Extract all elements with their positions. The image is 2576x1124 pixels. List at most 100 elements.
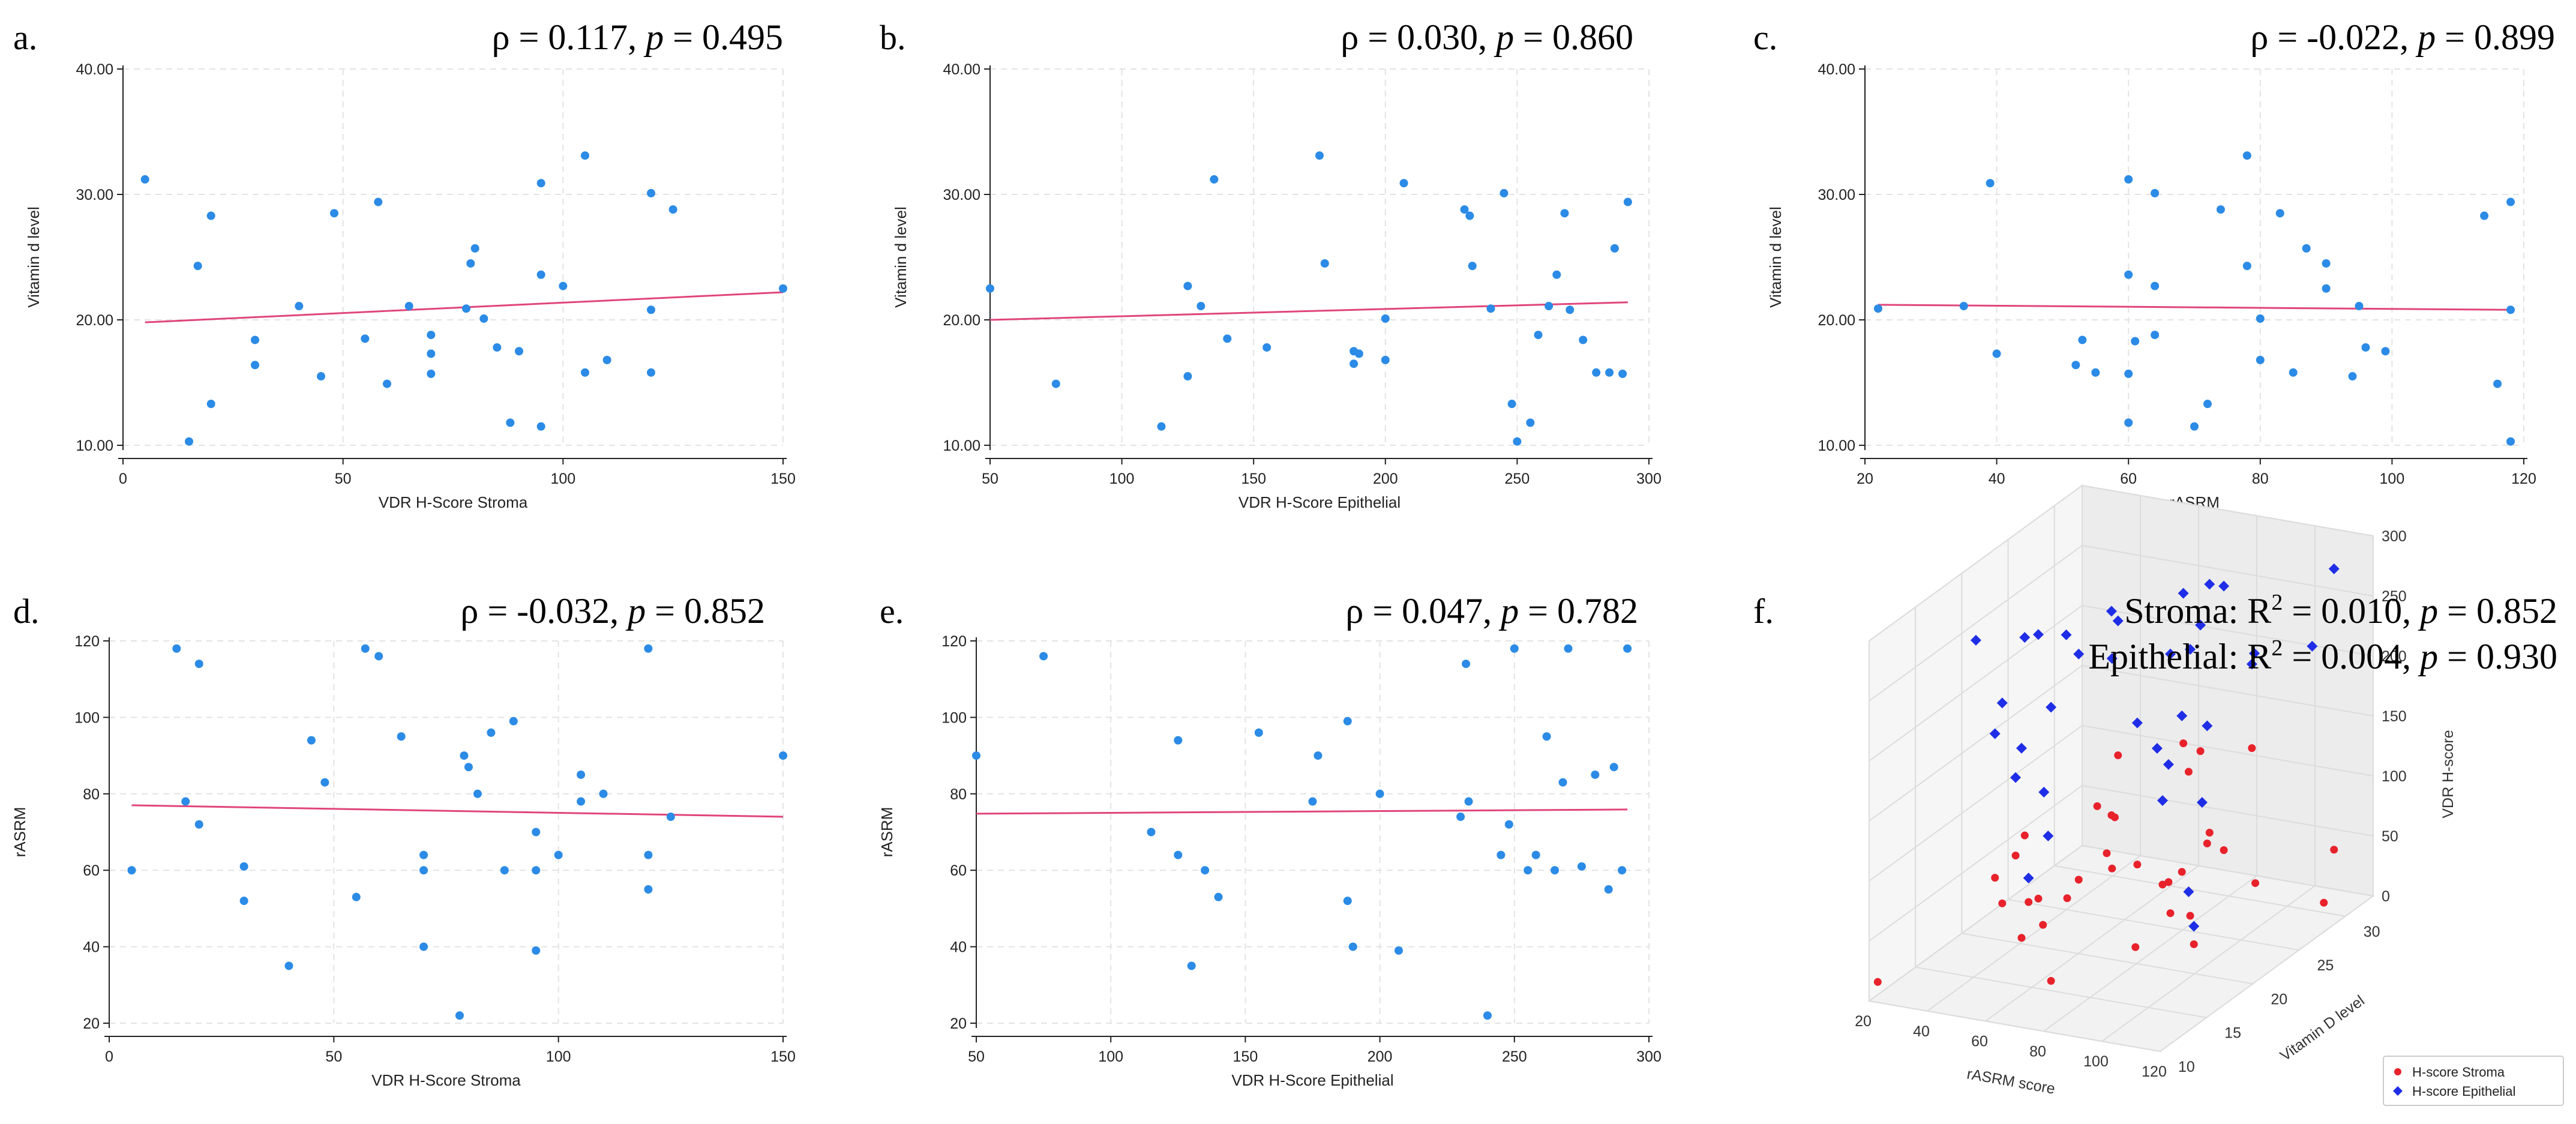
data-point — [1187, 961, 1196, 970]
stroma-point — [2196, 747, 2205, 756]
data-point — [194, 660, 203, 669]
y-tick-label: 20.00 — [943, 312, 980, 329]
data-point — [1873, 304, 1882, 313]
data-point — [1051, 379, 1060, 388]
epithelial-point — [2185, 644, 2196, 655]
data-point — [602, 355, 611, 364]
x-tick-label: 80 — [2252, 470, 2269, 487]
epithelial-point — [2023, 873, 2034, 884]
y-axis-title: Vitamin d level — [25, 206, 43, 308]
data-point — [1468, 262, 1477, 271]
rho-value: 0.030 — [1397, 17, 1478, 57]
data-point — [1460, 205, 1469, 214]
data-point — [536, 422, 545, 431]
correlation-annotation: ρ = 0.117, p = 0.495 — [492, 17, 783, 57]
data-point — [194, 820, 203, 829]
data-point — [644, 885, 653, 894]
data-point — [1604, 885, 1613, 894]
data-point — [2355, 302, 2364, 311]
y-tick-label: 25 — [2317, 957, 2334, 974]
epithelial-point — [2106, 653, 2118, 664]
data-point — [2190, 422, 2199, 431]
x-tick-label: 40 — [1989, 470, 2005, 487]
legend: H-score Stroma H-score Epithelial — [2383, 1056, 2564, 1106]
data-point — [1507, 400, 1516, 409]
data-point — [1564, 644, 1573, 653]
panel-label-e: e. — [880, 592, 904, 631]
stroma-point — [2020, 831, 2029, 840]
data-point — [1375, 789, 1384, 798]
data-point — [536, 179, 545, 188]
data-point — [1320, 259, 1329, 268]
x-tick-label: 40 — [1913, 1023, 1930, 1040]
y-tick-label: 60 — [950, 862, 967, 879]
z-tick-label: 300 — [2382, 528, 2407, 545]
data-point — [1483, 1011, 1492, 1020]
epithelial-point — [2016, 742, 2027, 754]
data-point — [1254, 728, 1263, 737]
data-point — [1174, 850, 1183, 859]
x-tick-label: 120 — [2142, 1063, 2167, 1080]
p-value: 0.930 — [2476, 637, 2557, 676]
data-point — [1214, 892, 1223, 901]
data-point — [140, 175, 149, 184]
r2-value: 0.004 — [2321, 637, 2402, 676]
data-point — [559, 281, 568, 290]
data-point — [284, 961, 293, 970]
epithelial-point — [2112, 615, 2124, 627]
y-tick-label: 10 — [2178, 1059, 2195, 1075]
data-point — [383, 379, 391, 388]
data-point — [1558, 778, 1567, 787]
r2-value: 0.010 — [2321, 591, 2402, 631]
epithelial-point — [2061, 629, 2072, 640]
epithelial-point — [2178, 588, 2189, 599]
x-tick-label: 150 — [1241, 470, 1266, 487]
data-point — [1183, 281, 1192, 290]
x-axis-title: VDR H-Score Stroma — [379, 493, 528, 511]
stroma-point — [1998, 899, 2007, 907]
z-tick-label: 150 — [2382, 708, 2407, 725]
data-point — [1350, 359, 1359, 368]
legend-marker-stroma — [2394, 1068, 2401, 1075]
data-point — [2256, 314, 2265, 323]
z-tick-label: 100 — [2382, 768, 2407, 785]
data-point — [1381, 314, 1390, 323]
y-tick-label: 30.00 — [943, 187, 980, 203]
data-point — [1348, 942, 1357, 951]
data-point — [1610, 244, 1619, 253]
legend-entry: H-score Epithelial — [2412, 1084, 2515, 1099]
epithelial-point — [2248, 648, 2260, 659]
data-point — [1201, 866, 1210, 875]
data-point — [581, 151, 589, 160]
y-axis-title: Vitamin d level — [892, 206, 910, 308]
data-point — [1465, 211, 1474, 220]
stroma-point — [2190, 940, 2198, 948]
stroma-point — [2039, 921, 2047, 929]
stroma-point — [2220, 846, 2228, 855]
data-point — [251, 335, 259, 344]
x-tick-label: 250 — [1505, 470, 1530, 487]
z-gridline — [1869, 604, 2374, 762]
y-tick-label: 120 — [74, 633, 100, 650]
rho-value: -0.022 — [2307, 17, 2400, 57]
stroma-point — [2248, 744, 2256, 753]
stroma-point — [2251, 879, 2260, 888]
data-point — [1157, 422, 1166, 431]
data-point — [404, 302, 413, 311]
data-point — [1183, 372, 1192, 381]
data-point — [532, 828, 541, 837]
data-point — [2361, 343, 2370, 352]
data-point — [1524, 866, 1533, 875]
data-point — [647, 368, 655, 377]
data-point — [2091, 368, 2100, 377]
data-point — [2322, 259, 2331, 268]
epithelial-point — [2307, 640, 2318, 652]
r2-annotation: Epithelial: R2 = 0.004, p = 0.930 — [2088, 636, 2557, 676]
data-point — [330, 209, 338, 218]
data-point — [239, 897, 248, 906]
data-point — [1542, 732, 1551, 741]
data-point — [2506, 305, 2515, 314]
y-tick-label: 80 — [83, 786, 100, 803]
